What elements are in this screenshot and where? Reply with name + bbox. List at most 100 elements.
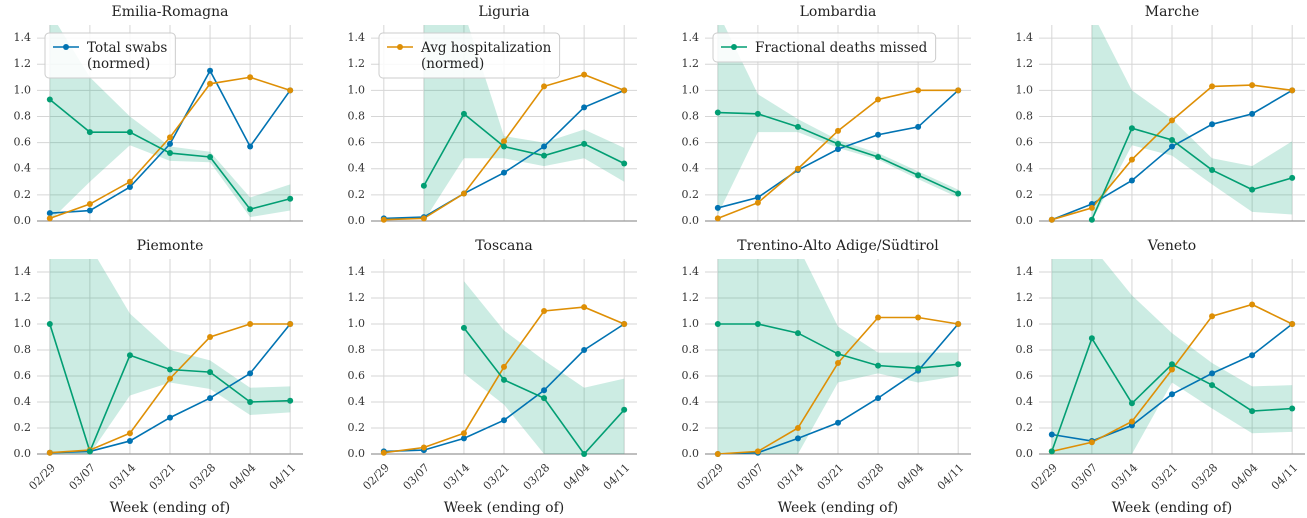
data-point bbox=[207, 369, 214, 376]
subplot: 0.00.20.40.60.81.01.21.402/29 03/07 03/14 0… bbox=[1016, 238, 1305, 516]
legend-marker bbox=[731, 44, 737, 50]
x-tick-label: 04/11 bbox=[1269, 461, 1301, 493]
legend: Fractional deaths missed bbox=[712, 32, 937, 63]
x-tick-label: 04/04 bbox=[561, 461, 593, 493]
data-point bbox=[915, 365, 922, 372]
subplot: 0.00.20.40.60.81.01.21.402/29 03/07 03/14 0… bbox=[348, 238, 637, 516]
y-tick-label: 0.6 bbox=[1016, 136, 1034, 149]
data-point bbox=[1128, 418, 1135, 425]
data-point bbox=[501, 363, 507, 370]
y-tick-label: 0.6 bbox=[14, 369, 32, 382]
data-point bbox=[754, 448, 761, 455]
series-line bbox=[423, 112, 625, 187]
x-tick-label: 03/14 bbox=[107, 461, 139, 493]
subplot-title: Liguria bbox=[478, 4, 529, 20]
data-point bbox=[794, 330, 801, 337]
y-tick-label: 1.0 bbox=[1016, 317, 1034, 330]
data-point bbox=[420, 182, 427, 189]
subplot: 0.00.20.40.60.81.01.21.402/29 03/07 03/14 0… bbox=[14, 238, 303, 516]
data-point bbox=[1209, 167, 1216, 174]
legend-box bbox=[378, 32, 561, 79]
y-tick-label: 0.8 bbox=[682, 109, 700, 122]
y-tick-label: 0.4 bbox=[682, 162, 700, 175]
y-tick-label: 0.2 bbox=[1016, 421, 1034, 434]
data-point bbox=[1249, 352, 1256, 359]
x-tick-label: 04/11 bbox=[935, 461, 967, 493]
data-point bbox=[581, 347, 588, 353]
data-point bbox=[794, 435, 801, 442]
data-point bbox=[86, 129, 93, 136]
y-tick-label: 0.0 bbox=[14, 214, 32, 227]
data-point bbox=[46, 210, 53, 217]
x-axis-label: Week (ending of) bbox=[1112, 500, 1232, 516]
data-point bbox=[835, 419, 841, 426]
data-point bbox=[460, 435, 467, 442]
data-point bbox=[126, 430, 133, 437]
data-point bbox=[460, 190, 467, 197]
legend: Total swabs (normed) bbox=[44, 32, 176, 79]
y-tick-label: 1.4 bbox=[14, 265, 32, 278]
y-tick-label: 0.6 bbox=[682, 136, 700, 149]
data-point bbox=[247, 74, 254, 81]
data-point bbox=[207, 334, 214, 340]
data-point bbox=[1169, 136, 1175, 143]
data-point bbox=[287, 321, 294, 327]
y-tick-label: 1.2 bbox=[1016, 57, 1034, 70]
data-point bbox=[754, 199, 761, 206]
x-tick-label: 03/28 bbox=[1189, 461, 1221, 493]
data-point bbox=[1169, 361, 1175, 368]
data-point bbox=[621, 87, 628, 94]
data-point bbox=[1209, 313, 1216, 320]
y-tick-label: 0.4 bbox=[348, 162, 366, 175]
y-tick-label: 0.0 bbox=[14, 447, 32, 460]
subplot: 0.0 0.2 0.4 0.6 0.8 1.0 1.2 1.4 Lombardia Fractio… bbox=[682, 4, 971, 227]
data-point bbox=[1048, 431, 1055, 438]
data-point bbox=[875, 395, 882, 402]
x-tick-label: 03/21 bbox=[815, 461, 847, 493]
y-tick-label: 1.0 bbox=[14, 317, 32, 330]
x-tick-label: 03/14 bbox=[775, 461, 807, 493]
data-point bbox=[501, 417, 507, 424]
data-point bbox=[794, 425, 801, 431]
data-point bbox=[541, 395, 548, 402]
data-point bbox=[1169, 366, 1175, 373]
data-point bbox=[126, 178, 133, 185]
y-tick-label: 0.6 bbox=[348, 369, 366, 382]
x-tick-label: 04/04 bbox=[1229, 461, 1261, 493]
x-tick-label: 03/07 bbox=[67, 461, 99, 493]
data-point bbox=[1048, 216, 1055, 223]
subplot-title: Marche bbox=[1145, 4, 1200, 20]
data-point bbox=[126, 352, 133, 359]
y-tick-label: 1.4 bbox=[14, 31, 32, 44]
y-tick-label: 1.4 bbox=[682, 265, 700, 278]
data-point bbox=[46, 215, 53, 222]
data-point bbox=[501, 138, 507, 145]
subplot-title: Toscana bbox=[475, 238, 532, 254]
data-point bbox=[86, 201, 93, 208]
y-tick-label: 0.8 bbox=[682, 343, 700, 356]
data-point bbox=[86, 207, 93, 214]
data-point bbox=[1088, 216, 1095, 223]
confidence-band bbox=[463, 281, 625, 454]
data-point bbox=[1209, 83, 1216, 90]
data-point bbox=[501, 143, 507, 150]
data-point bbox=[794, 165, 801, 172]
y-tick-label: 1.0 bbox=[348, 83, 366, 96]
x-axis-label: Week (ending of) bbox=[110, 500, 230, 516]
y-tick-label: 0.2 bbox=[682, 421, 700, 434]
x-axis-label: Week (ending of) bbox=[444, 500, 564, 516]
data-point bbox=[287, 397, 294, 404]
subplot: 0.0 0.2 0.4 0.6 0.8 1.0 1.2 1.4 Liguria Avg hospi… bbox=[348, 4, 637, 227]
data-point bbox=[955, 361, 962, 368]
data-point bbox=[581, 304, 588, 311]
y-tick-label: 0.4 bbox=[682, 395, 700, 408]
data-point bbox=[1048, 448, 1055, 455]
data-point bbox=[167, 375, 173, 382]
data-point bbox=[714, 451, 721, 457]
data-point bbox=[955, 87, 962, 94]
data-point bbox=[541, 152, 548, 159]
x-tick-label: 03/14 bbox=[1109, 461, 1141, 493]
data-point bbox=[875, 314, 882, 321]
data-point bbox=[167, 414, 173, 421]
x-tick-label: 04/11 bbox=[601, 461, 633, 493]
